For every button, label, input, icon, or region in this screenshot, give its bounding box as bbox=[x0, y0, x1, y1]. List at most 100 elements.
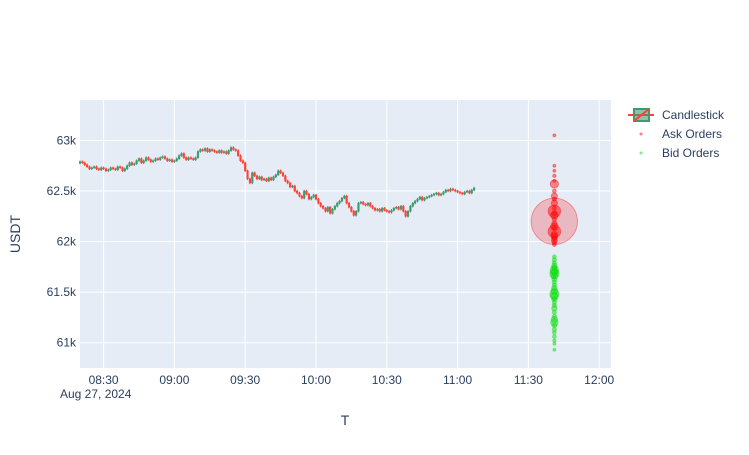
bid-order-marker[interactable] bbox=[549, 289, 560, 300]
candle[interactable] bbox=[159, 156, 162, 161]
candle[interactable] bbox=[173, 159, 176, 163]
candle[interactable] bbox=[218, 149, 221, 154]
bid-order-marker[interactable] bbox=[550, 287, 559, 295]
candle[interactable] bbox=[463, 190, 466, 196]
candle[interactable] bbox=[385, 209, 388, 213]
bid-order-marker[interactable] bbox=[552, 347, 557, 352]
candle[interactable] bbox=[263, 177, 266, 182]
candle[interactable] bbox=[281, 171, 285, 178]
candle[interactable] bbox=[404, 210, 407, 218]
ask-order-marker[interactable] bbox=[552, 163, 557, 168]
candle[interactable] bbox=[307, 192, 310, 201]
ask-order-marker[interactable] bbox=[551, 225, 557, 232]
bid-order-marker[interactable] bbox=[551, 275, 558, 283]
bid-order-marker[interactable] bbox=[549, 265, 560, 275]
bid-order-marker[interactable] bbox=[551, 284, 558, 292]
candle[interactable] bbox=[208, 148, 211, 153]
candle[interactable] bbox=[90, 166, 93, 170]
candle[interactable] bbox=[347, 201, 351, 209]
candle[interactable] bbox=[468, 189, 471, 195]
candle[interactable] bbox=[81, 160, 84, 164]
candle[interactable] bbox=[444, 188, 447, 194]
candle[interactable] bbox=[333, 204, 336, 211]
candle[interactable] bbox=[388, 210, 391, 214]
candle[interactable] bbox=[83, 161, 86, 166]
candle[interactable] bbox=[133, 162, 136, 166]
legend-item-candlestick[interactable]: Candlestick bbox=[628, 108, 725, 122]
candle[interactable] bbox=[411, 201, 414, 208]
candle[interactable] bbox=[357, 201, 360, 213]
candle[interactable] bbox=[451, 187, 454, 192]
candle[interactable] bbox=[435, 191, 438, 196]
candle[interactable] bbox=[93, 165, 96, 169]
candle[interactable] bbox=[416, 197, 419, 203]
candle[interactable] bbox=[430, 193, 433, 198]
candle[interactable] bbox=[298, 191, 301, 198]
ask-order-marker[interactable] bbox=[551, 220, 558, 227]
candle[interactable] bbox=[111, 166, 115, 170]
candle[interactable] bbox=[319, 201, 322, 208]
candle[interactable] bbox=[229, 146, 233, 152]
candle[interactable] bbox=[149, 158, 152, 163]
candle[interactable] bbox=[175, 157, 178, 162]
candle[interactable] bbox=[397, 205, 400, 211]
candle[interactable] bbox=[142, 159, 145, 164]
candle[interactable] bbox=[126, 164, 129, 170]
candle[interactable] bbox=[225, 150, 228, 155]
candle[interactable] bbox=[220, 149, 223, 154]
ask-order-marker[interactable] bbox=[551, 239, 557, 246]
ask-order-marker[interactable] bbox=[550, 222, 559, 231]
candle[interactable] bbox=[86, 163, 89, 168]
candle[interactable] bbox=[317, 197, 320, 205]
bid-order-marker[interactable] bbox=[550, 272, 559, 280]
ask-order-marker[interactable] bbox=[552, 168, 557, 173]
candle[interactable] bbox=[232, 146, 235, 151]
candle[interactable] bbox=[274, 173, 277, 179]
candle[interactable] bbox=[312, 193, 315, 199]
ask-order-marker[interactable] bbox=[551, 210, 558, 217]
candle[interactable] bbox=[390, 209, 393, 214]
candle[interactable] bbox=[473, 186, 476, 192]
candle[interactable] bbox=[369, 201, 372, 208]
candle[interactable] bbox=[95, 165, 98, 170]
candle[interactable] bbox=[102, 166, 105, 170]
candle[interactable] bbox=[355, 210, 358, 217]
bid-order-marker[interactable] bbox=[551, 330, 557, 335]
candle[interactable] bbox=[288, 181, 292, 189]
ask-order-marker[interactable] bbox=[551, 235, 558, 242]
candle[interactable] bbox=[104, 167, 108, 173]
candle[interactable] bbox=[166, 157, 169, 162]
bid-order-marker[interactable] bbox=[551, 326, 557, 333]
candle[interactable] bbox=[272, 175, 275, 182]
ask-order-marker[interactable] bbox=[552, 178, 557, 183]
candle[interactable] bbox=[343, 194, 346, 200]
candle[interactable] bbox=[97, 167, 100, 171]
ask-order-marker[interactable] bbox=[550, 230, 559, 239]
candle[interactable] bbox=[201, 148, 204, 152]
candle[interactable] bbox=[414, 199, 417, 205]
candle[interactable] bbox=[109, 166, 112, 171]
candle[interactable] bbox=[371, 204, 374, 210]
candle[interactable] bbox=[163, 155, 167, 160]
candle[interactable] bbox=[253, 171, 256, 178]
candle[interactable] bbox=[406, 210, 410, 218]
candle[interactable] bbox=[329, 205, 332, 215]
candle[interactable] bbox=[246, 169, 249, 181]
candle[interactable] bbox=[322, 204, 325, 210]
candle[interactable] bbox=[300, 194, 303, 200]
candle[interactable] bbox=[211, 148, 214, 152]
candle[interactable] bbox=[423, 196, 426, 202]
candle[interactable] bbox=[362, 200, 365, 206]
candle[interactable] bbox=[135, 159, 138, 165]
bid-order-marker[interactable] bbox=[551, 282, 557, 288]
candle[interactable] bbox=[227, 149, 230, 155]
candle[interactable] bbox=[222, 150, 226, 154]
candle[interactable] bbox=[248, 177, 251, 185]
ask-order-marker[interactable] bbox=[550, 192, 559, 200]
ask-order-marker[interactable] bbox=[550, 237, 558, 245]
candle[interactable] bbox=[204, 147, 207, 152]
candle[interactable] bbox=[373, 206, 377, 212]
bid-order-marker[interactable] bbox=[549, 268, 560, 280]
candle[interactable] bbox=[454, 188, 457, 193]
candle[interactable] bbox=[449, 187, 452, 193]
